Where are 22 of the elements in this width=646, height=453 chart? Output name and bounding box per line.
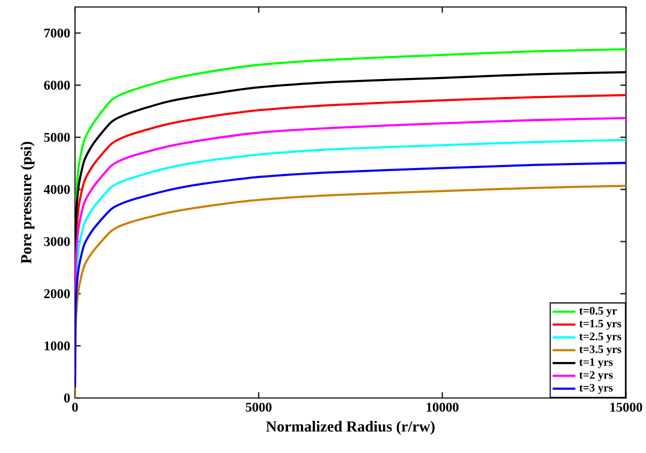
y-tick-label: 1000 bbox=[44, 341, 70, 350]
legend-label: t=1.5 yrs bbox=[579, 320, 622, 330]
legend-label: t=2 yrs bbox=[579, 371, 613, 382]
y-tick-label: 5000 bbox=[44, 132, 70, 142]
y-tick-label: 7000 bbox=[44, 28, 70, 38]
y-tick-label: 6000 bbox=[44, 80, 70, 90]
y-tick-label: 2000 bbox=[44, 289, 70, 298]
y-tick-label: 3000 bbox=[44, 237, 70, 246]
legend-label: t=2.5 yrs bbox=[579, 332, 622, 343]
y-tick-label: 0 bbox=[64, 393, 70, 402]
legend-label: t=3.5 yrs bbox=[579, 345, 622, 356]
x-tick-label: 10000 bbox=[426, 402, 458, 412]
legend-label: t=0.5 yr bbox=[579, 306, 617, 317]
line-series bbox=[75, 48, 626, 199]
legend-label: t=3 yrs bbox=[579, 384, 613, 394]
y-axis-title: Pore pressure (psi) bbox=[20, 142, 34, 264]
x-tick-label: 0 bbox=[72, 402, 78, 412]
y-tick-label: 4000 bbox=[44, 184, 70, 194]
x-axis-title: Normalized Radius (r/rw) bbox=[266, 420, 435, 435]
legend-label: t=1 yrs bbox=[579, 358, 613, 368]
x-tick-label: 15000 bbox=[610, 402, 642, 412]
x-tick-label: 5000 bbox=[246, 402, 272, 412]
